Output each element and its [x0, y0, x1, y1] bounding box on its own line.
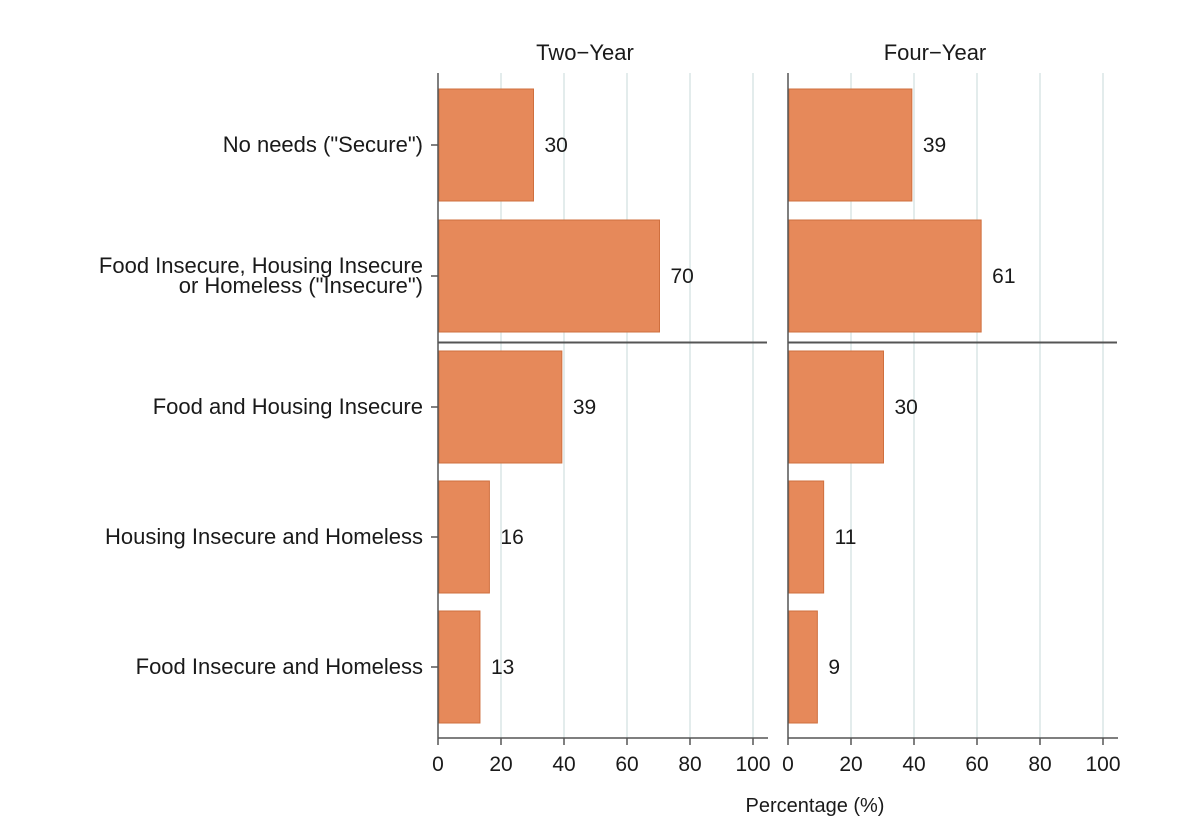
x-tick-label: 40	[902, 753, 925, 776]
bar	[788, 480, 825, 594]
x-axis-title: Percentage (%)	[746, 795, 885, 817]
bar	[788, 219, 982, 333]
x-tick-label: 20	[489, 753, 512, 776]
x-tick-label: 0	[782, 753, 794, 776]
x-tick-label: 40	[552, 753, 575, 776]
data-label: 30	[545, 134, 568, 157]
category-label: Food and Housing Insecure	[153, 394, 423, 419]
category-label: No needs ("Secure")	[223, 132, 423, 157]
category-label: Housing Insecure and Homeless	[105, 524, 423, 549]
x-tick-label: 80	[1028, 753, 1051, 776]
data-label: 61	[992, 265, 1015, 288]
bar	[438, 219, 660, 333]
x-tick-label: 100	[1085, 753, 1120, 776]
category-label: or Homeless ("Insecure")	[179, 273, 423, 298]
data-label: 39	[923, 134, 946, 157]
x-tick-label: 100	[735, 753, 770, 776]
data-label: 16	[500, 526, 523, 549]
data-label: 11	[835, 526, 857, 549]
data-label: 13	[491, 656, 514, 679]
data-label: 9	[828, 656, 840, 679]
bar	[788, 350, 884, 464]
bar	[788, 610, 818, 724]
bar	[438, 88, 534, 202]
category-label: Food Insecure and Homeless	[136, 654, 423, 679]
x-tick-label: 60	[615, 753, 638, 776]
bar	[438, 610, 481, 724]
data-label: 70	[671, 265, 694, 288]
x-tick-label: 0	[432, 753, 444, 776]
panel-title: Four−Year	[884, 40, 987, 65]
category-label: Food Insecure, Housing Insecure	[99, 253, 423, 278]
bar	[438, 480, 490, 594]
x-tick-label: 20	[839, 753, 862, 776]
x-tick-label: 60	[965, 753, 988, 776]
x-tick-label: 80	[678, 753, 701, 776]
panel-title: Two−Year	[536, 40, 634, 65]
bar	[788, 88, 913, 202]
data-label: 39	[573, 396, 596, 419]
bar	[438, 350, 563, 464]
data-label: 30	[895, 396, 918, 419]
